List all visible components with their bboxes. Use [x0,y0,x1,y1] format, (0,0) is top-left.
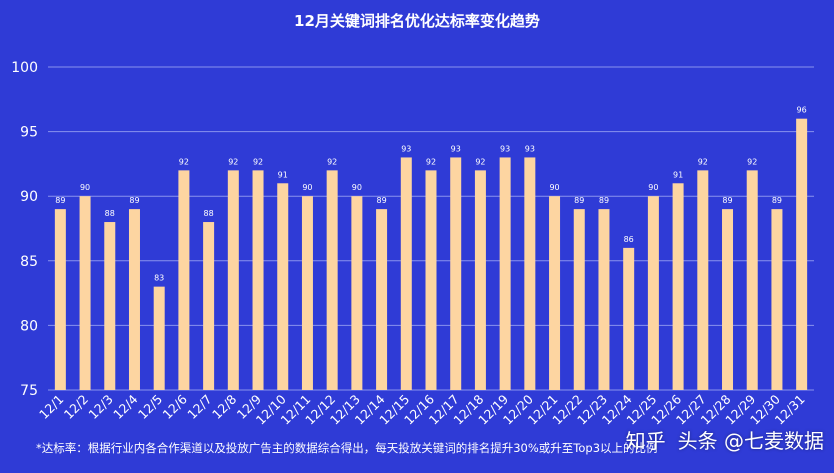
x-tick-label: 12/2 [61,392,91,422]
bar-value-label: 96 [797,106,807,115]
bar [474,170,486,390]
bar-value-label: 91 [278,170,288,179]
bar [549,196,561,390]
watermark-source: 知乎 头条 @七麦数据 [626,425,824,454]
x-axis-ticks: 12/112/212/312/412/512/612/712/812/912/1… [36,391,808,427]
bar [376,209,388,390]
bar-value-label: 89 [772,196,782,205]
bar [79,196,91,390]
bar-value-label: 89 [129,196,139,205]
bar-value-label: 92 [426,157,436,166]
bar [450,157,462,390]
bar [771,209,783,390]
bar [722,209,734,390]
bar-value-label: 90 [352,183,362,192]
bar [524,157,536,390]
bar-value-label: 86 [624,235,634,244]
bar [598,209,610,390]
bar-value-label: 89 [599,196,609,205]
y-tick-label: 95 [20,125,38,141]
bar-value-label: 90 [80,183,90,192]
bar [326,170,338,390]
y-tick-label: 85 [20,254,38,270]
bar [400,157,412,390]
bar [301,196,313,390]
x-tick-label: 12/5 [135,392,165,422]
bar-value-label: 92 [475,157,485,166]
bar-value-label: 89 [55,196,65,205]
bar [672,183,684,390]
y-tick-label: 75 [20,383,38,399]
bar-value-label: 92 [698,157,708,166]
bar [647,196,659,390]
data-labels: 89 90 88 89 83 92 88 92 92 91 90 92 90 89 93 92 93 92 93 93… [55,106,806,283]
bar-value-label: 83 [154,274,164,283]
y-tick-label: 90 [20,189,38,205]
bar [54,209,66,390]
watermark-platform: 知乎 [625,429,666,453]
bar [697,170,709,390]
bar [796,118,808,391]
bar-value-label: 90 [302,183,312,192]
bar [746,170,758,390]
bar [499,157,511,390]
bar [623,247,635,390]
bar-value-label: 93 [500,144,510,153]
bar [128,209,140,390]
bar-value-label: 92 [228,157,238,166]
footnote: *达标率：根据行业内各合作渠道以及投放广告主的数据综合得出，每天投放关键词的排名… [36,441,658,455]
bar-value-label: 90 [549,183,559,192]
bar-value-label: 93 [451,144,461,153]
bar [203,222,215,390]
bar-value-label: 88 [105,209,115,218]
x-tick-label: 12/4 [110,391,140,421]
bar [252,170,264,390]
bars [54,118,808,391]
bar [178,170,190,390]
bar-value-label: 93 [401,144,411,153]
bar [277,183,289,390]
bar-value-label: 90 [648,183,658,192]
bar-value-label: 92 [327,157,337,166]
watermark-author: 头条 @七麦数据 [677,429,824,453]
bar-value-label: 89 [574,196,584,205]
bar-value-label: 89 [376,196,386,205]
bar [104,222,116,390]
x-tick-label: 12/3 [85,392,115,422]
chart-title: 12月关键词排名优化达标率变化趋势 [294,12,540,30]
x-tick-label: 12/1 [36,392,66,422]
bar [227,170,239,390]
bar [153,286,165,390]
bar [425,170,437,390]
x-tick-label: 12/6 [160,391,190,421]
bar-value-label: 89 [722,196,732,205]
bar-value-label: 93 [525,144,535,153]
y-tick-label: 80 [20,318,38,334]
bar-value-label: 91 [673,170,683,179]
bar-value-label: 92 [747,157,757,166]
bar [351,196,363,390]
bar-value-label: 92 [179,157,189,166]
y-tick-label: 100 [11,60,38,76]
bar [573,209,585,390]
x-tick-label: 12/7 [184,392,214,422]
bar-value-label: 88 [204,209,214,218]
x-tick-label: 12/8 [209,391,239,421]
bar-value-label: 92 [253,157,263,166]
y-axis-ticks: 75 80 85 90 95 100 [11,60,38,399]
